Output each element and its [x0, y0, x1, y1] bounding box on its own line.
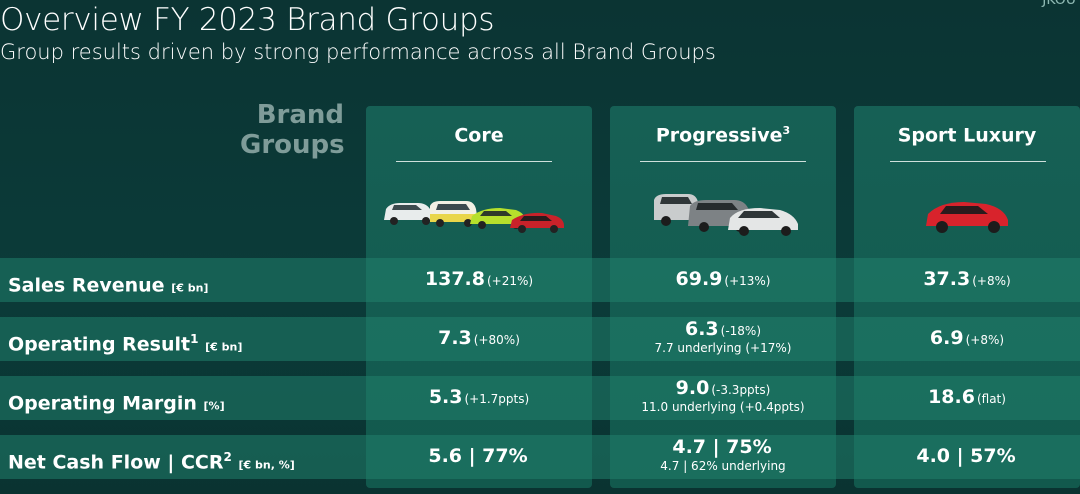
- cell-sales-revenue-progressive: 69.9 (+13%): [610, 268, 836, 290]
- core-cars-image: [384, 201, 564, 233]
- row-band-operating-margin: [0, 376, 1080, 420]
- row-band-net-cash-flow: [0, 435, 1080, 479]
- column-title: Core: [454, 124, 504, 147]
- cell-operating-result-sport-luxury: 6.9 (+8%): [854, 327, 1080, 349]
- cell-value: 37.3: [923, 268, 971, 290]
- cell-value: 69.9: [675, 268, 723, 290]
- cell-change: (-3.3ppts): [711, 383, 771, 397]
- progressive-cars-image: [654, 194, 798, 236]
- cell-value: 18.6: [928, 386, 975, 408]
- cell-change: (+13%): [724, 274, 771, 288]
- column-title: Progressive: [655, 124, 783, 147]
- car-icon: [510, 212, 564, 233]
- brand-groups-label-line: Groups: [240, 130, 345, 160]
- cell-operating-result-progressive: 6.3 (-18%) 7.7 underlying (+17%): [610, 318, 836, 355]
- cell-operating-margin-sport-luxury: 18.6 (flat): [854, 386, 1080, 408]
- cell-value: 6.9: [929, 327, 964, 349]
- cell-change: (flat): [976, 392, 1006, 406]
- row-label-operating-margin: Operating Margin [%]: [8, 376, 225, 428]
- cell-operating-result-core: 7.3 (+80%): [366, 327, 592, 349]
- row-band-sales-revenue: [0, 258, 1080, 302]
- row-label-sales-revenue: Sales Revenue [€ bn]: [8, 258, 208, 310]
- footnote-marker: 2: [223, 450, 232, 464]
- row-label-text: Sales Revenue: [8, 274, 165, 297]
- cell-note: 4.7 | 62% underlying: [660, 459, 786, 473]
- cell-value: 137.8: [424, 268, 485, 290]
- column-divider: [396, 161, 552, 162]
- row-unit: [€ bn]: [205, 340, 243, 354]
- car-icon: [728, 208, 798, 236]
- row-label-net-cash-flow: Net Cash Flow | CCR2 [€ bn, %]: [8, 435, 295, 487]
- cell-value: 4.7 | 75%: [672, 436, 772, 458]
- cell-change: (+80%): [473, 333, 520, 347]
- column-divider: [640, 161, 806, 162]
- row-label-text: Operating Margin: [8, 392, 197, 415]
- cell-note: 7.7 underlying (+17%): [654, 341, 792, 355]
- column-title: Sport Luxury: [897, 124, 1037, 147]
- car-icon: [430, 201, 478, 227]
- cell-change: (+1.7ppts): [464, 392, 530, 406]
- column-header-core: Core: [366, 124, 592, 146]
- cell-value: 9.0: [675, 377, 710, 399]
- cell-change: (+8%): [965, 333, 1005, 347]
- cell-value: 6.3: [684, 318, 719, 340]
- column-header-sport-luxury: Sport Luxury: [854, 124, 1080, 146]
- corner-text: JKOU: [1042, 0, 1076, 8]
- cell-change: (-18%): [720, 324, 762, 338]
- car-icon: [384, 203, 436, 225]
- brand-groups-label-line: Brand: [256, 100, 344, 130]
- cell-value: 7.3: [438, 327, 472, 349]
- cell-value: 5.6 | 77%: [428, 445, 528, 467]
- cell-sales-revenue-core: 137.8 (+21%): [366, 268, 592, 290]
- cell-value: 4.0 | 57%: [916, 445, 1016, 467]
- cell-net-cash-flow-core: 5.6 | 77%: [366, 445, 592, 467]
- row-label-text: Operating Result: [8, 333, 191, 356]
- footnote-marker: 1: [190, 332, 199, 346]
- cell-change: (+21%): [487, 274, 534, 288]
- brand-groups-label: Brand Groups: [240, 100, 345, 160]
- cell-operating-margin-progressive: 9.0 (-3.3ppts) 11.0 underlying (+0.4ppts): [610, 377, 836, 414]
- cell-note: 11.0 underlying (+0.4ppts): [641, 400, 805, 414]
- row-label-text: Net Cash Flow | CCR: [8, 451, 224, 474]
- column-header-progressive: Progressive3: [610, 124, 836, 146]
- cell-sales-revenue-sport-luxury: 37.3 (+8%): [854, 268, 1080, 290]
- car-icon: [926, 202, 1008, 233]
- cell-value: 5.3: [428, 386, 463, 408]
- column-divider: [890, 161, 1046, 162]
- row-band-operating-result: [0, 317, 1080, 361]
- cell-net-cash-flow-progressive: 4.7 | 75% 4.7 | 62% underlying: [610, 436, 836, 473]
- row-unit: [€ bn]: [171, 281, 209, 295]
- row-unit: [%]: [203, 399, 225, 413]
- sport-luxury-car-image: [926, 202, 1008, 233]
- page-subtitle: Group results driven by strong performan…: [0, 40, 716, 64]
- row-label-operating-result: Operating Result1 [€ bn]: [8, 317, 242, 369]
- cell-operating-margin-core: 5.3 (+1.7ppts): [366, 386, 592, 408]
- footnote-marker: 3: [782, 124, 791, 137]
- row-unit: [€ bn, %]: [238, 458, 295, 472]
- page-title: Overview FY 2023 Brand Groups: [0, 2, 495, 38]
- cell-net-cash-flow-sport-luxury: 4.0 | 57%: [854, 445, 1080, 467]
- cell-change: (+8%): [972, 274, 1011, 288]
